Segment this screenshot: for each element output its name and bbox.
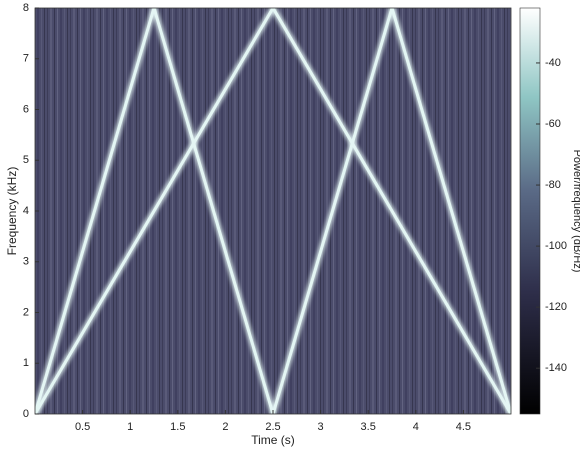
colorbar-tick-label: -140: [545, 362, 567, 374]
x-tick-label: 2.5: [265, 421, 280, 433]
y-tick-label: 4: [23, 205, 29, 217]
y-axis-label: Frequency (kHz): [5, 167, 19, 256]
colorbar-tick-label: -120: [545, 301, 567, 313]
y-tick-label: 6: [23, 103, 29, 115]
y-tick-label: 5: [23, 154, 29, 166]
y-tick-label: 8: [23, 2, 29, 14]
x-tick-label: 1.5: [170, 421, 185, 433]
x-axis-label: Time (s): [251, 433, 295, 447]
y-tick-label: 3: [23, 256, 29, 268]
y-tick-label: 0: [23, 408, 29, 420]
colorbar-tick-label: -100: [545, 240, 567, 252]
chirp-line: [35, 8, 511, 414]
x-tick-label: 3.5: [361, 421, 376, 433]
plot-background: [35, 8, 511, 414]
x-tick-label: 3: [318, 421, 324, 433]
colorbar-tick-label: -40: [545, 57, 561, 69]
y-tick-label: 7: [23, 53, 29, 65]
y-tick-label: 2: [23, 306, 29, 318]
colorbar: [519, 7, 541, 415]
colorbar-tick-label: -80: [545, 179, 561, 191]
colorbar-label: Power/frequency (dB/Hz): [571, 150, 580, 273]
plot-area: [35, 8, 511, 414]
chirp-line: [35, 8, 511, 414]
x-tick-label: 1: [127, 421, 133, 433]
x-tick-label: 4.5: [456, 421, 471, 433]
colorbar-tick-label: -60: [545, 118, 561, 130]
y-tick-label: 1: [23, 357, 29, 369]
x-tick-label: 2: [222, 421, 228, 433]
x-tick-label: 0.5: [75, 421, 90, 433]
x-tick-label: 4: [413, 421, 419, 433]
